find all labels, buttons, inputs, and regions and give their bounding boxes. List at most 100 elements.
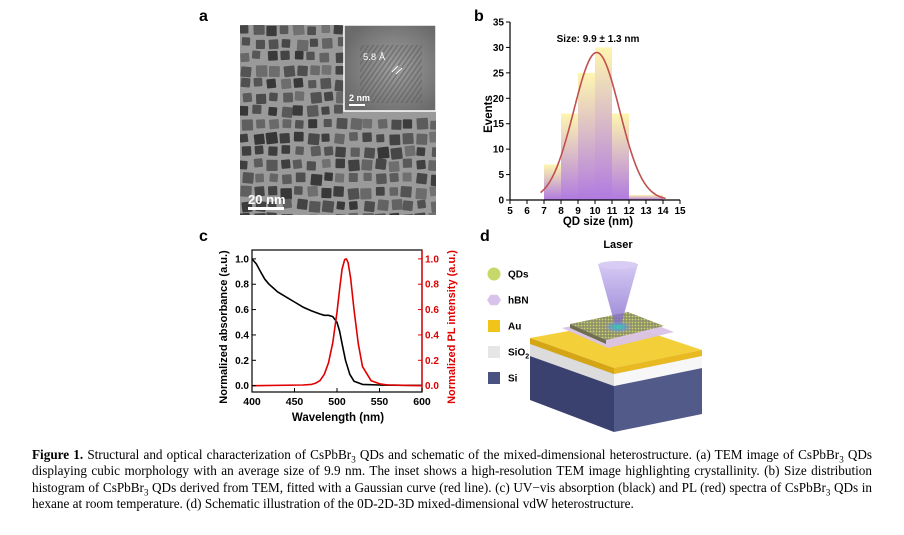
qd-particle — [293, 77, 304, 88]
lattice-spacing-label: 5.8 Å — [363, 52, 386, 63]
qd-particle — [430, 174, 436, 187]
qd-particle — [265, 131, 279, 145]
x-tick-label: 400 — [243, 396, 261, 408]
au-right-face — [614, 350, 702, 374]
x-axis-label: Wavelength (nm) — [292, 412, 384, 424]
qd-particle — [320, 77, 332, 90]
qd-particle — [348, 159, 360, 172]
qd-particle — [254, 186, 265, 197]
qd-particle — [321, 37, 333, 49]
qd-particle — [295, 146, 305, 156]
histogram-bar — [629, 194, 646, 200]
qd-particle — [281, 145, 291, 154]
qd-particle — [240, 105, 249, 116]
y-tick-label: 15 — [493, 119, 505, 130]
y-tick-label: 0.4 — [235, 330, 249, 341]
qd-particle — [390, 147, 403, 160]
qd-particle — [334, 173, 345, 183]
qd-particle — [240, 25, 249, 34]
x-tick-label: 600 — [413, 396, 431, 408]
panel-label-c: c — [199, 228, 208, 245]
qd-particle — [266, 78, 277, 89]
qd-particle — [321, 133, 330, 142]
qd-particle — [389, 172, 399, 183]
histogram-bar — [561, 113, 578, 200]
y-tick-label: 0.6 — [235, 305, 249, 316]
qd-particle — [242, 172, 254, 184]
qd-particle — [240, 185, 252, 198]
x-tick-label: 8 — [558, 206, 564, 217]
qd-particle — [282, 198, 293, 209]
qd-particle — [281, 214, 293, 215]
laser-label: Laser — [603, 239, 633, 251]
qd-particle — [376, 134, 385, 143]
qd-particle — [347, 187, 360, 200]
qd-particle — [252, 104, 262, 115]
qd-particle — [268, 146, 278, 156]
qd-particle — [391, 119, 402, 130]
qd-particles — [240, 25, 436, 215]
qd-particle — [308, 200, 321, 213]
qd-particle — [268, 118, 280, 130]
qd-particle — [256, 119, 266, 129]
qd-particle — [294, 91, 305, 101]
qd-particle — [292, 105, 303, 116]
qd-particle — [321, 158, 331, 169]
qd-particle — [349, 132, 358, 141]
qd-particle — [375, 186, 385, 196]
qd-particle — [265, 212, 277, 215]
qd-particle — [268, 66, 280, 77]
qd-particle — [267, 186, 278, 196]
y-tick-label: 35 — [493, 18, 505, 29]
y2-tick-label: 1.0 — [425, 254, 439, 265]
qd-particle — [333, 25, 344, 35]
panel-label-a: a — [199, 8, 208, 25]
pl-line — [251, 258, 423, 387]
y-axis-label-absorbance: Normalized absorbance (a.u.) — [218, 250, 230, 404]
gaussian-fit-curve — [540, 51, 666, 200]
qd-particle — [363, 200, 376, 213]
qd-particle — [241, 119, 254, 131]
qd-particle — [281, 174, 292, 185]
si-left-face — [530, 356, 614, 432]
y-tick-label: 10 — [493, 145, 505, 156]
qd-particle — [292, 159, 303, 170]
qd-particle — [253, 77, 263, 87]
qd-particle — [306, 161, 317, 171]
qd-particle — [293, 186, 303, 195]
qd-particle — [363, 172, 372, 182]
qd-particle — [268, 106, 278, 116]
lattice-marker — [391, 65, 399, 73]
qd-particle — [402, 200, 414, 211]
qd-particle — [416, 172, 428, 185]
qd-particle — [430, 200, 436, 214]
y2-tick-label: 0.0 — [425, 381, 439, 392]
qd-particle — [254, 145, 264, 155]
qd-particle — [240, 160, 248, 170]
x-tick-label: 11 — [607, 206, 618, 217]
qd-particle — [389, 187, 399, 196]
qd-particle — [361, 159, 373, 171]
qd-particle — [279, 132, 291, 144]
qd-particle — [428, 160, 436, 172]
qd-particle — [415, 187, 428, 200]
qd-particle — [310, 65, 321, 76]
qd-particle — [377, 118, 388, 129]
histogram-bar — [612, 113, 629, 200]
qd-particle — [294, 120, 304, 129]
qd-particle — [310, 145, 322, 157]
laser-beam — [598, 264, 638, 325]
x-tick-label: 9 — [575, 206, 581, 217]
qd-particle — [400, 185, 412, 198]
qd-particle — [333, 186, 345, 197]
y2-tick-label: 0.6 — [425, 305, 439, 316]
inset-scale-bar — [349, 104, 365, 106]
qd-particle — [269, 173, 279, 183]
y-tick-label: 0.2 — [235, 356, 249, 367]
qd-particle — [323, 91, 334, 102]
qd-particle — [324, 172, 334, 182]
qd-particle — [334, 133, 345, 145]
qd-particle — [240, 77, 251, 88]
x-tick-label: 5 — [507, 206, 513, 217]
y-tick-label: 0 — [498, 196, 504, 207]
